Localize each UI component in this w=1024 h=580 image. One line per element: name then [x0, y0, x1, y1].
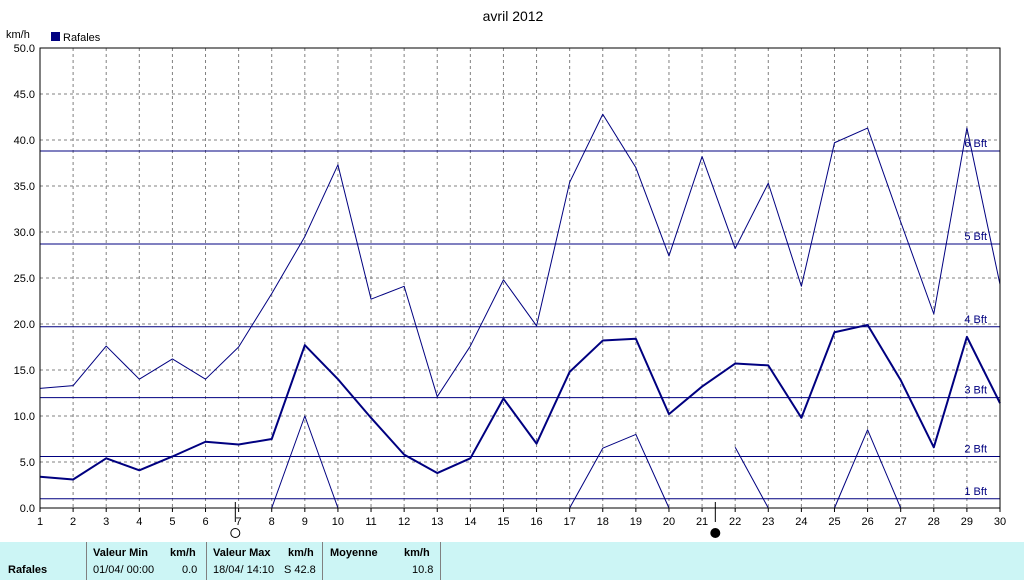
legend-swatch	[51, 32, 60, 41]
x-tick-label: 13	[431, 516, 443, 528]
x-tick-label: 30	[994, 516, 1006, 528]
y-tick-label: 25.0	[14, 273, 35, 285]
x-tick-label: 4	[136, 516, 142, 528]
x-tick-label: 20	[663, 516, 675, 528]
y-tick-label: 0.0	[20, 503, 35, 515]
x-tick-label: 27	[895, 516, 907, 528]
min-header: Valeur Min	[93, 547, 149, 559]
x-tick-label: 7	[236, 516, 242, 528]
x-tick-label: 16	[530, 516, 542, 528]
series-line-min	[569, 433, 670, 509]
series-line-max	[39, 113, 1001, 398]
x-tick-label: 21	[696, 516, 708, 528]
avg-value: 10.8	[412, 564, 434, 576]
max-header: Valeur Max	[213, 547, 271, 559]
wind-gust-chart: avril 2012 km/h Rafales 0.0 5.0 10.0 15.0 20…	[6, 8, 1006, 538]
y-tick-label: 10.0	[14, 411, 35, 423]
x-tick-label: 2	[70, 516, 76, 528]
avg-header: Moyenne	[330, 547, 378, 559]
beaufort-label: 5 Bft	[964, 231, 987, 243]
footer-series-label: Rafales	[8, 564, 48, 576]
full-moon-icon	[230, 528, 241, 538]
beaufort-label: 6 Bft	[964, 138, 987, 150]
x-tick-label: 28	[928, 516, 940, 528]
x-tick-label: 6	[202, 516, 208, 528]
min-date: 01/04/ 00:00	[93, 564, 155, 576]
x-tick-label: 29	[961, 516, 973, 528]
chart-title: avril 2012	[483, 8, 544, 24]
x-tick-label: 8	[269, 516, 275, 528]
beaufort-label: 3 Bft	[964, 385, 987, 397]
x-tick-label: 3	[103, 516, 109, 528]
min-value: 0.0	[182, 564, 198, 576]
plot-area: 0.0 5.0 10.0 15.0 20.0 25.0 30.0 35.0 40.0 45.0 50…	[14, 43, 1006, 538]
beaufort-label: 4 Bft	[964, 314, 987, 326]
max-value: S 42.8	[284, 564, 316, 576]
max-unit: km/h	[288, 547, 314, 559]
plot-frame	[39, 47, 1001, 509]
max-date: 18/04/ 14:10	[213, 564, 275, 576]
x-tick-label: 14	[464, 516, 476, 528]
y-tick-label: 15.0	[14, 365, 35, 377]
series-line-mean	[39, 323, 1001, 481]
x-tick-label: 26	[861, 516, 873, 528]
legend-label: Rafales	[63, 32, 101, 44]
x-tick-label: 15	[497, 516, 509, 528]
x-tick-label: 17	[564, 516, 576, 528]
x-tick-label: 23	[762, 516, 774, 528]
x-tick-label: 12	[398, 516, 410, 528]
series-line-min	[834, 429, 902, 509]
min-unit: km/h	[170, 547, 196, 559]
x-tick-label: 25	[828, 516, 840, 528]
y-tick-label: 30.0	[14, 227, 35, 239]
x-tick-label: 5	[169, 516, 175, 528]
y-tick-label: 45.0	[14, 89, 35, 101]
x-tick-label: 22	[729, 516, 741, 528]
beaufort-label: 2 Bft	[964, 443, 987, 455]
y-tick-label: 40.0	[14, 135, 35, 147]
y-tick-label: 20.0	[14, 319, 35, 331]
x-tick-label: 19	[630, 516, 642, 528]
x-tick-label: 10	[332, 516, 344, 528]
x-tick-label: 24	[795, 516, 807, 528]
y-tick-label: 35.0	[14, 181, 35, 193]
y-tick-label: 5.0	[20, 457, 35, 469]
x-tick-label: 1	[37, 516, 43, 528]
series-line-min	[734, 447, 769, 509]
series-line-min	[271, 415, 339, 509]
y-tick-label: 50.0	[14, 43, 35, 55]
new-moon-icon	[710, 528, 721, 538]
avg-unit: km/h	[404, 547, 430, 559]
x-tick-label: 11	[365, 516, 376, 528]
x-tick-label: 9	[302, 516, 308, 528]
beaufort-label: 1 Bft	[964, 486, 987, 498]
stats-footer: Rafales Valeur Min km/h 01/04/ 00:00 0.0…	[0, 542, 1024, 580]
y-axis-unit: km/h	[6, 29, 30, 41]
x-tick-label: 18	[597, 516, 609, 528]
